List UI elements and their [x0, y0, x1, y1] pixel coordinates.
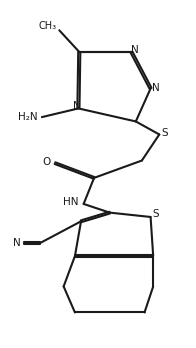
Text: S: S: [162, 128, 168, 138]
Text: N: N: [131, 45, 139, 55]
Text: HN: HN: [63, 197, 78, 207]
Text: O: O: [42, 157, 50, 167]
Text: H₂N: H₂N: [18, 112, 37, 122]
Text: N: N: [73, 101, 81, 111]
Text: N: N: [152, 84, 160, 94]
Text: N: N: [13, 238, 21, 248]
Text: CH₃: CH₃: [38, 21, 56, 31]
Text: S: S: [153, 209, 159, 219]
